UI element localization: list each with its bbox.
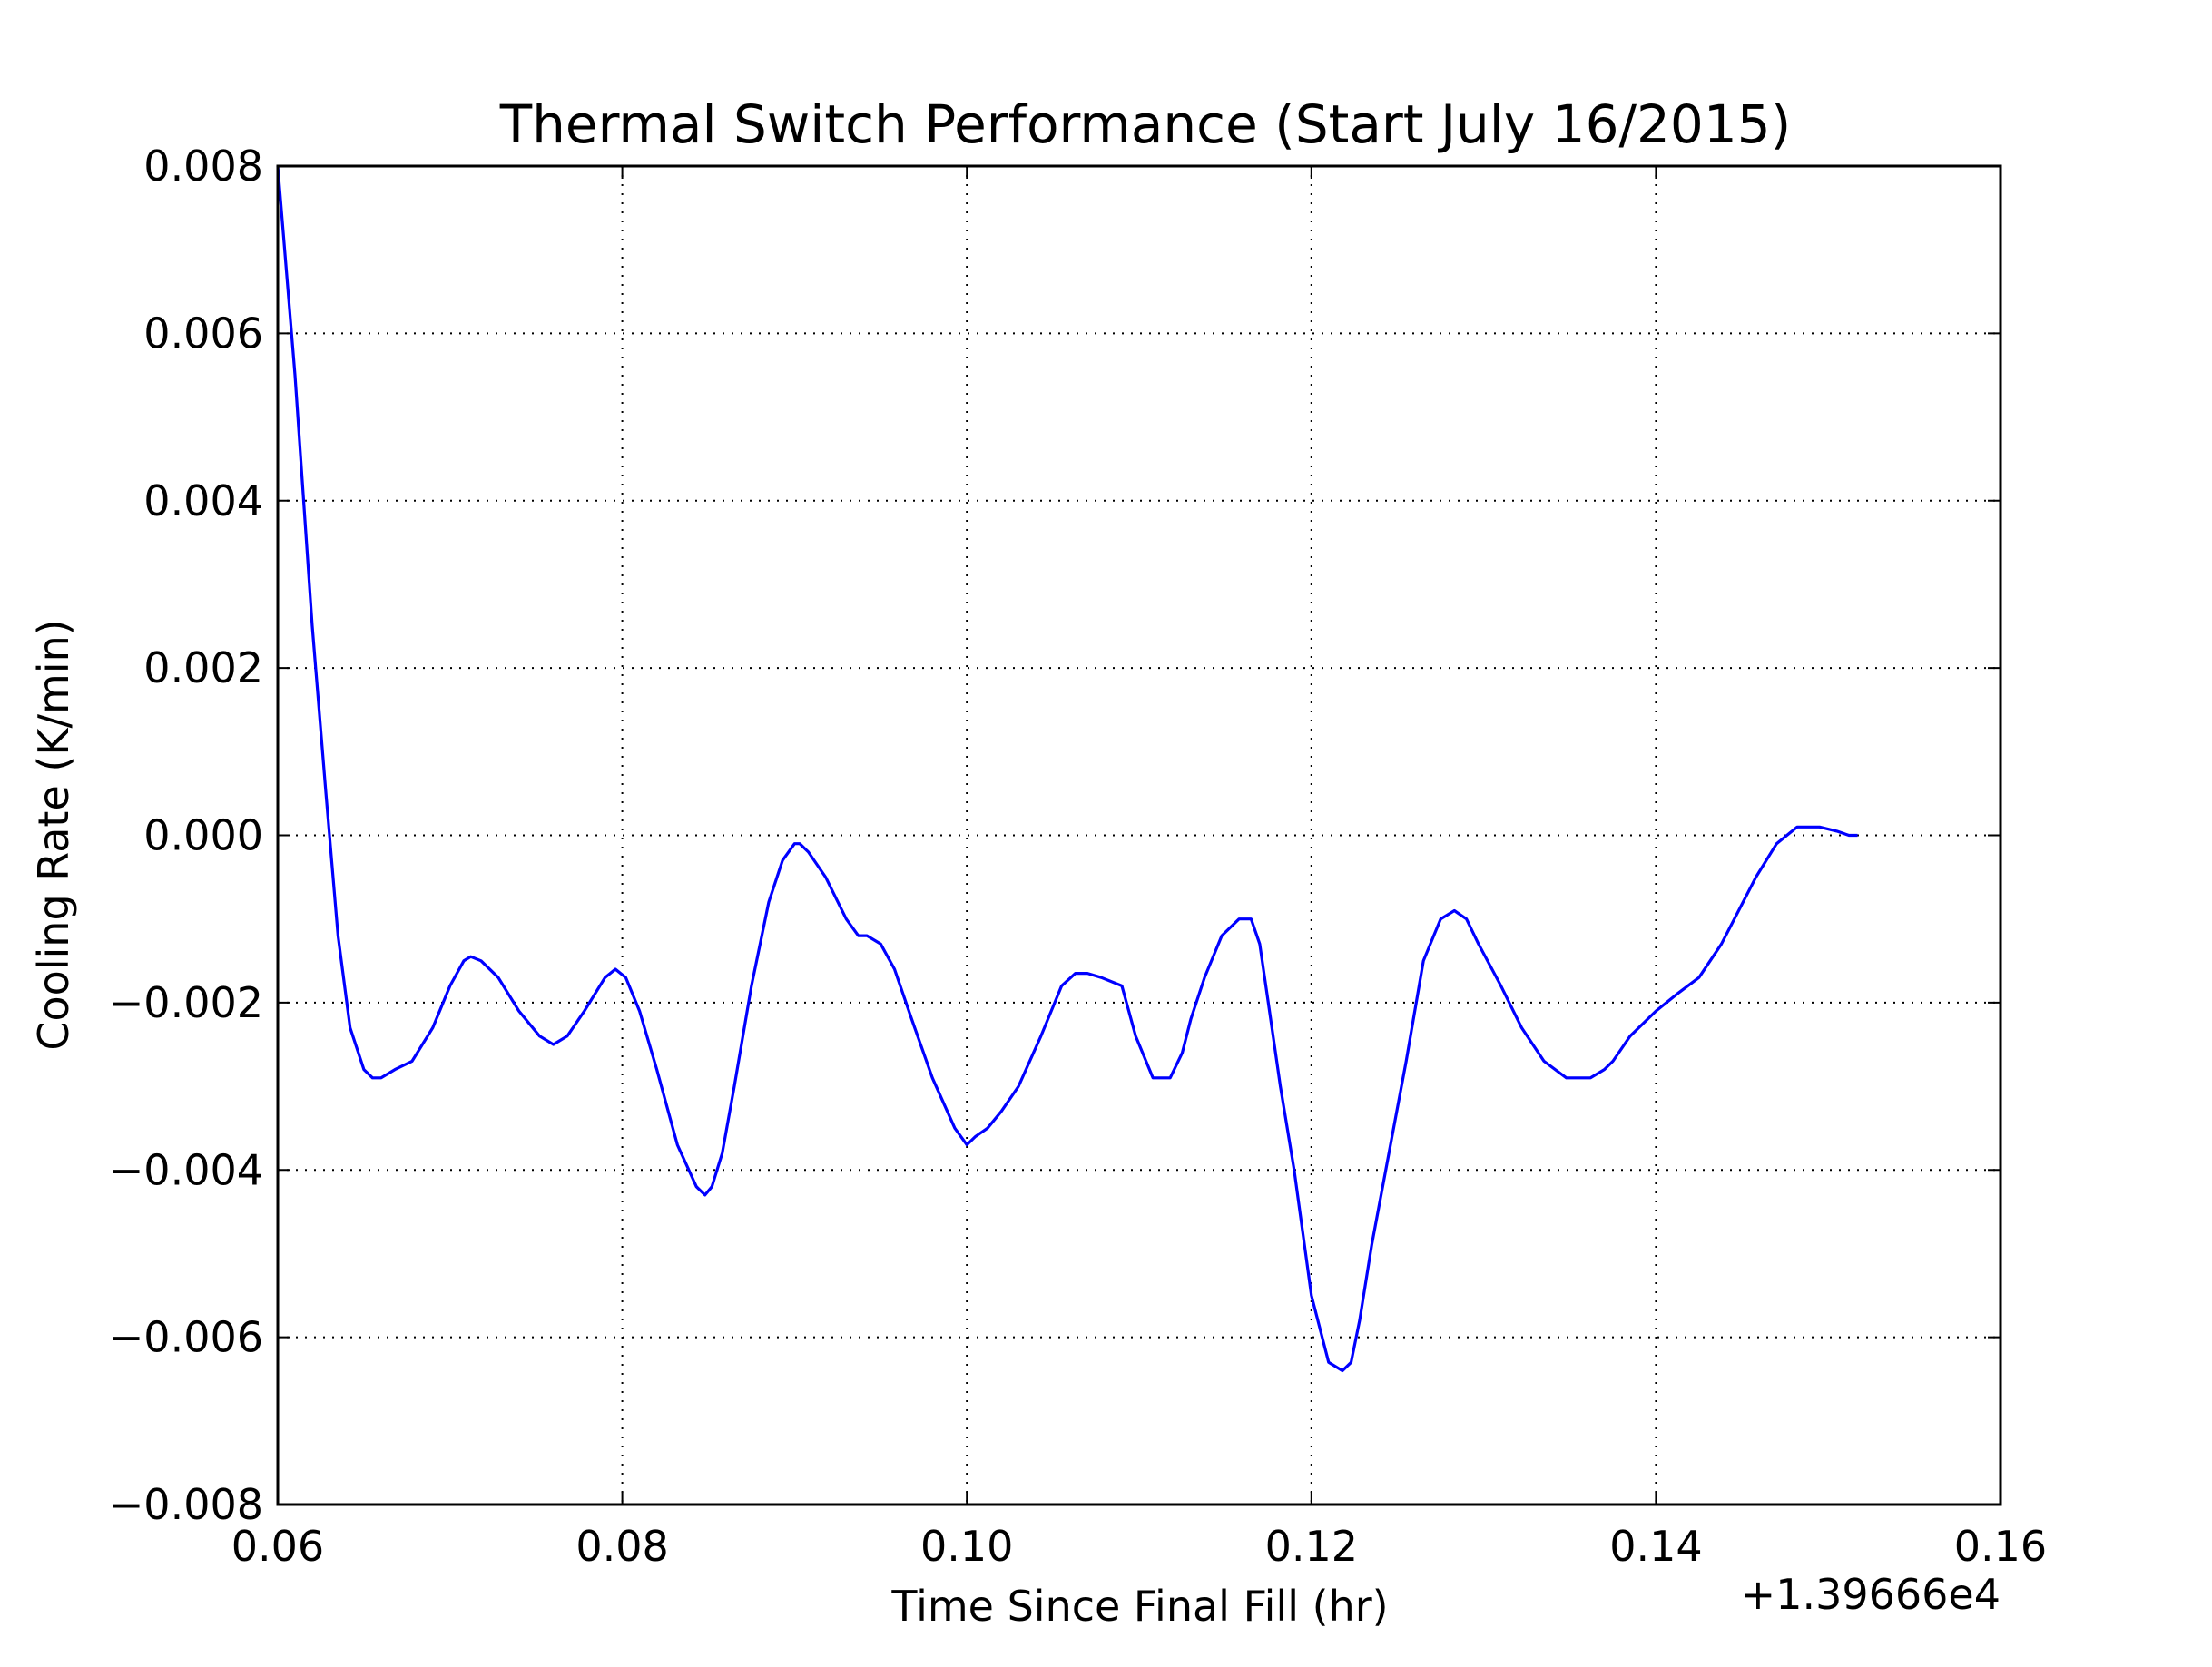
y-tick-label: 0.004 xyxy=(143,476,263,525)
chart-title: Thermal Switch Performance (Start July 1… xyxy=(499,93,1792,155)
x-tick-label: 0.08 xyxy=(575,1522,668,1571)
x-tick-label: 0.06 xyxy=(231,1522,324,1571)
grid xyxy=(278,166,2001,1505)
y-tick-label: 0.000 xyxy=(143,811,263,860)
y-tick-label: 0.006 xyxy=(143,309,263,358)
x-tick-label: 0.16 xyxy=(1954,1522,2047,1571)
x-tick-label: 0.14 xyxy=(1609,1522,1702,1571)
x-tick-label: 0.10 xyxy=(920,1522,1013,1571)
y-axis-label: Cooling Rate (K/min) xyxy=(29,619,78,1050)
y-tick-label: −0.004 xyxy=(109,1145,263,1194)
y-tick-label: −0.006 xyxy=(109,1313,263,1362)
y-tick-label: −0.002 xyxy=(109,978,263,1027)
ticks xyxy=(277,165,2001,1505)
x-tick-label: 0.12 xyxy=(1265,1522,1358,1571)
plot-frame xyxy=(276,164,2002,1506)
x-axis-label: Time Since Final Fill (hr) xyxy=(890,1582,1388,1631)
y-tick-label: 0.008 xyxy=(143,142,263,191)
x-offset-label: +1.39666e4 xyxy=(1741,1570,2001,1619)
series-group xyxy=(276,165,1858,1373)
cooling-rate-line xyxy=(276,165,1858,1373)
y-tick-label: 0.002 xyxy=(143,643,263,692)
y-tick-label: −0.008 xyxy=(109,1480,263,1529)
tick-labels: 0.06 0.08 0.10 0.12 0.14 0.16 −0.008 −0.006 −0.0… xyxy=(109,142,2047,1571)
